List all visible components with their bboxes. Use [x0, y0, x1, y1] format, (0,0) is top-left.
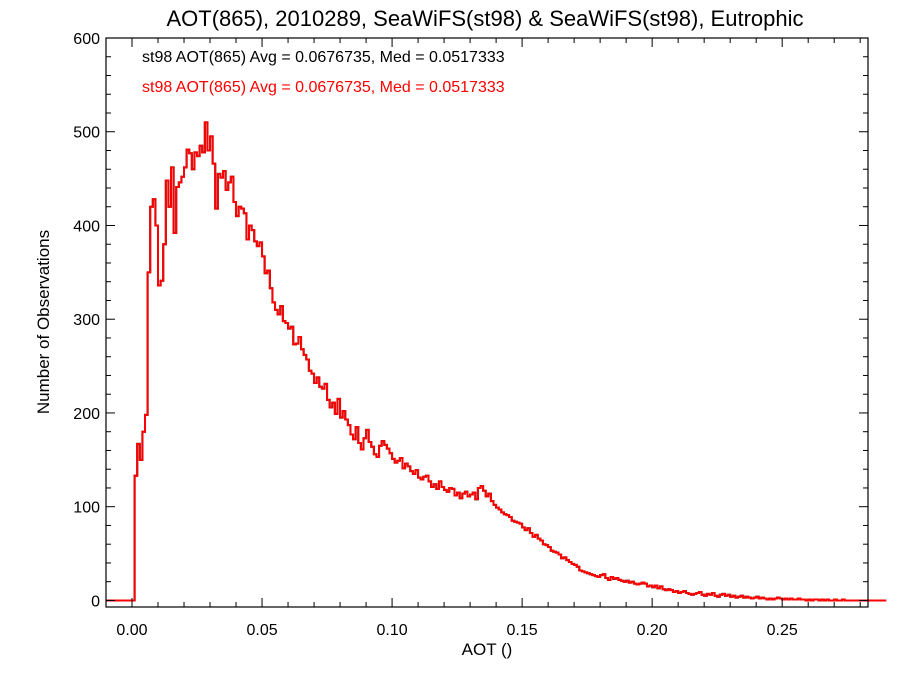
y-tick-label: 0	[91, 593, 100, 610]
tick-layer: 0.00 0.05 0.10 0.15 0.20 0.25 0 100 200 300 400 500…	[73, 31, 868, 639]
x-axis-label: AOT ()	[462, 640, 513, 659]
y-tick-label: 600	[73, 31, 100, 48]
x-tick-label: 0.15	[507, 622, 538, 639]
legend-label-st98-red: st98 AOT(865) Avg = 0.0676735, Med = 0.0…	[142, 79, 505, 96]
y-tick-label: 500	[73, 125, 100, 142]
x-tick-label: 0.20	[637, 622, 668, 639]
x-tick-label: 0.25	[767, 622, 798, 639]
y-tick-label: 400	[73, 218, 100, 235]
series-layer	[106, 121, 887, 602]
x-tick-label: 0.10	[377, 622, 408, 639]
series-line-1	[106, 121, 887, 602]
y-tick-label: 200	[73, 406, 100, 423]
y-axis-label: Number of Observations	[34, 230, 53, 414]
y-tick-label: 100	[73, 500, 100, 517]
x-tick-label: 0.00	[116, 622, 147, 639]
x-tick-label: 0.05	[246, 622, 277, 639]
plot-frame	[105, 37, 869, 608]
chart-title: AOT(865), 2010289, SeaWiFS(st98) & SeaWi…	[166, 6, 803, 31]
y-tick-label: 300	[73, 312, 100, 329]
legend-label-st98-black: st98 AOT(865) Avg = 0.0676735, Med = 0.0…	[142, 49, 505, 66]
